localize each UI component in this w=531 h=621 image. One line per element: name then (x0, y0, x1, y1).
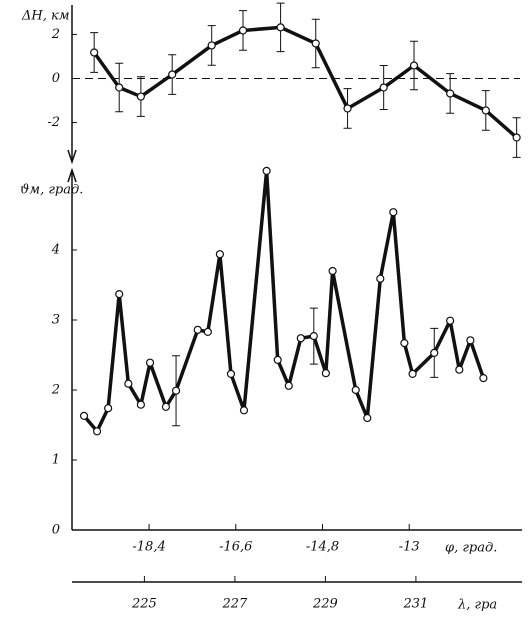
y-tick-label: 2 (51, 383, 60, 398)
x2-tick-label: 225 (131, 597, 157, 612)
data-point (455, 365, 464, 374)
data-point (408, 369, 417, 378)
data-point (168, 70, 177, 79)
data-point (171, 386, 181, 395)
data-point (238, 26, 248, 35)
data-point (226, 369, 236, 378)
data-point (296, 334, 305, 343)
data-point (193, 325, 202, 334)
data-point (273, 355, 282, 364)
y-axis-label: ϑм, град. (20, 183, 83, 198)
data-point (446, 316, 455, 325)
y-tick-label: -2 (47, 115, 60, 130)
data-line (82, 169, 486, 434)
axis-arrow (67, 149, 77, 165)
data-point (512, 133, 521, 142)
x2-tick-label: 229 (312, 597, 338, 612)
data-point (262, 166, 271, 175)
data-point (389, 208, 398, 217)
data-point (284, 381, 293, 390)
data-point (276, 23, 285, 32)
data-point (161, 402, 171, 411)
data-point (79, 411, 89, 420)
data-point (239, 406, 249, 415)
data-point (479, 374, 488, 383)
x-tick-label: -16,6 (219, 540, 252, 555)
y-tick-label: 2 (51, 27, 60, 42)
data-point (124, 379, 133, 388)
data-point (203, 327, 212, 336)
x-tick-label: -13 (399, 540, 420, 555)
data-point (145, 358, 155, 367)
data-point (115, 290, 124, 299)
data-point (90, 48, 99, 57)
data-point (343, 104, 352, 113)
data-point (363, 413, 372, 423)
y-axis-label: ΔH, км (21, 9, 70, 24)
y-tick-label: 0 (52, 71, 60, 86)
data-point (215, 250, 224, 259)
data-point (207, 41, 216, 50)
x2-axis-label: λ, гра (457, 598, 497, 613)
data-point (379, 83, 388, 92)
x2-tick-label: 227 (221, 597, 248, 612)
data-point (115, 83, 124, 92)
data-point (466, 336, 475, 345)
data-point (328, 266, 337, 276)
y-tick-label: 1 (52, 453, 60, 468)
data-point (309, 332, 318, 341)
data-point (430, 348, 439, 357)
data-point (376, 274, 385, 283)
y-tick-label: 0 (52, 523, 60, 538)
data-point (351, 385, 360, 395)
x-axis-label: φ, град. (445, 541, 497, 556)
y-tick-label: 4 (51, 243, 60, 258)
data-line (92, 25, 518, 139)
data-point (321, 369, 330, 378)
x2-tick-label: 231 (403, 597, 429, 612)
y-tick-label: 3 (52, 313, 60, 328)
x-tick-label: -14,8 (306, 540, 339, 555)
data-point (92, 427, 102, 436)
axis-arrow (67, 167, 77, 183)
data-point (136, 400, 145, 409)
data-point (400, 339, 409, 348)
data-point (409, 61, 419, 70)
data-point (481, 106, 490, 115)
data-point (311, 39, 320, 48)
x-tick-label: -18,4 (132, 540, 165, 555)
data-point (136, 92, 145, 101)
data-point (446, 89, 455, 98)
data-point (104, 404, 113, 413)
